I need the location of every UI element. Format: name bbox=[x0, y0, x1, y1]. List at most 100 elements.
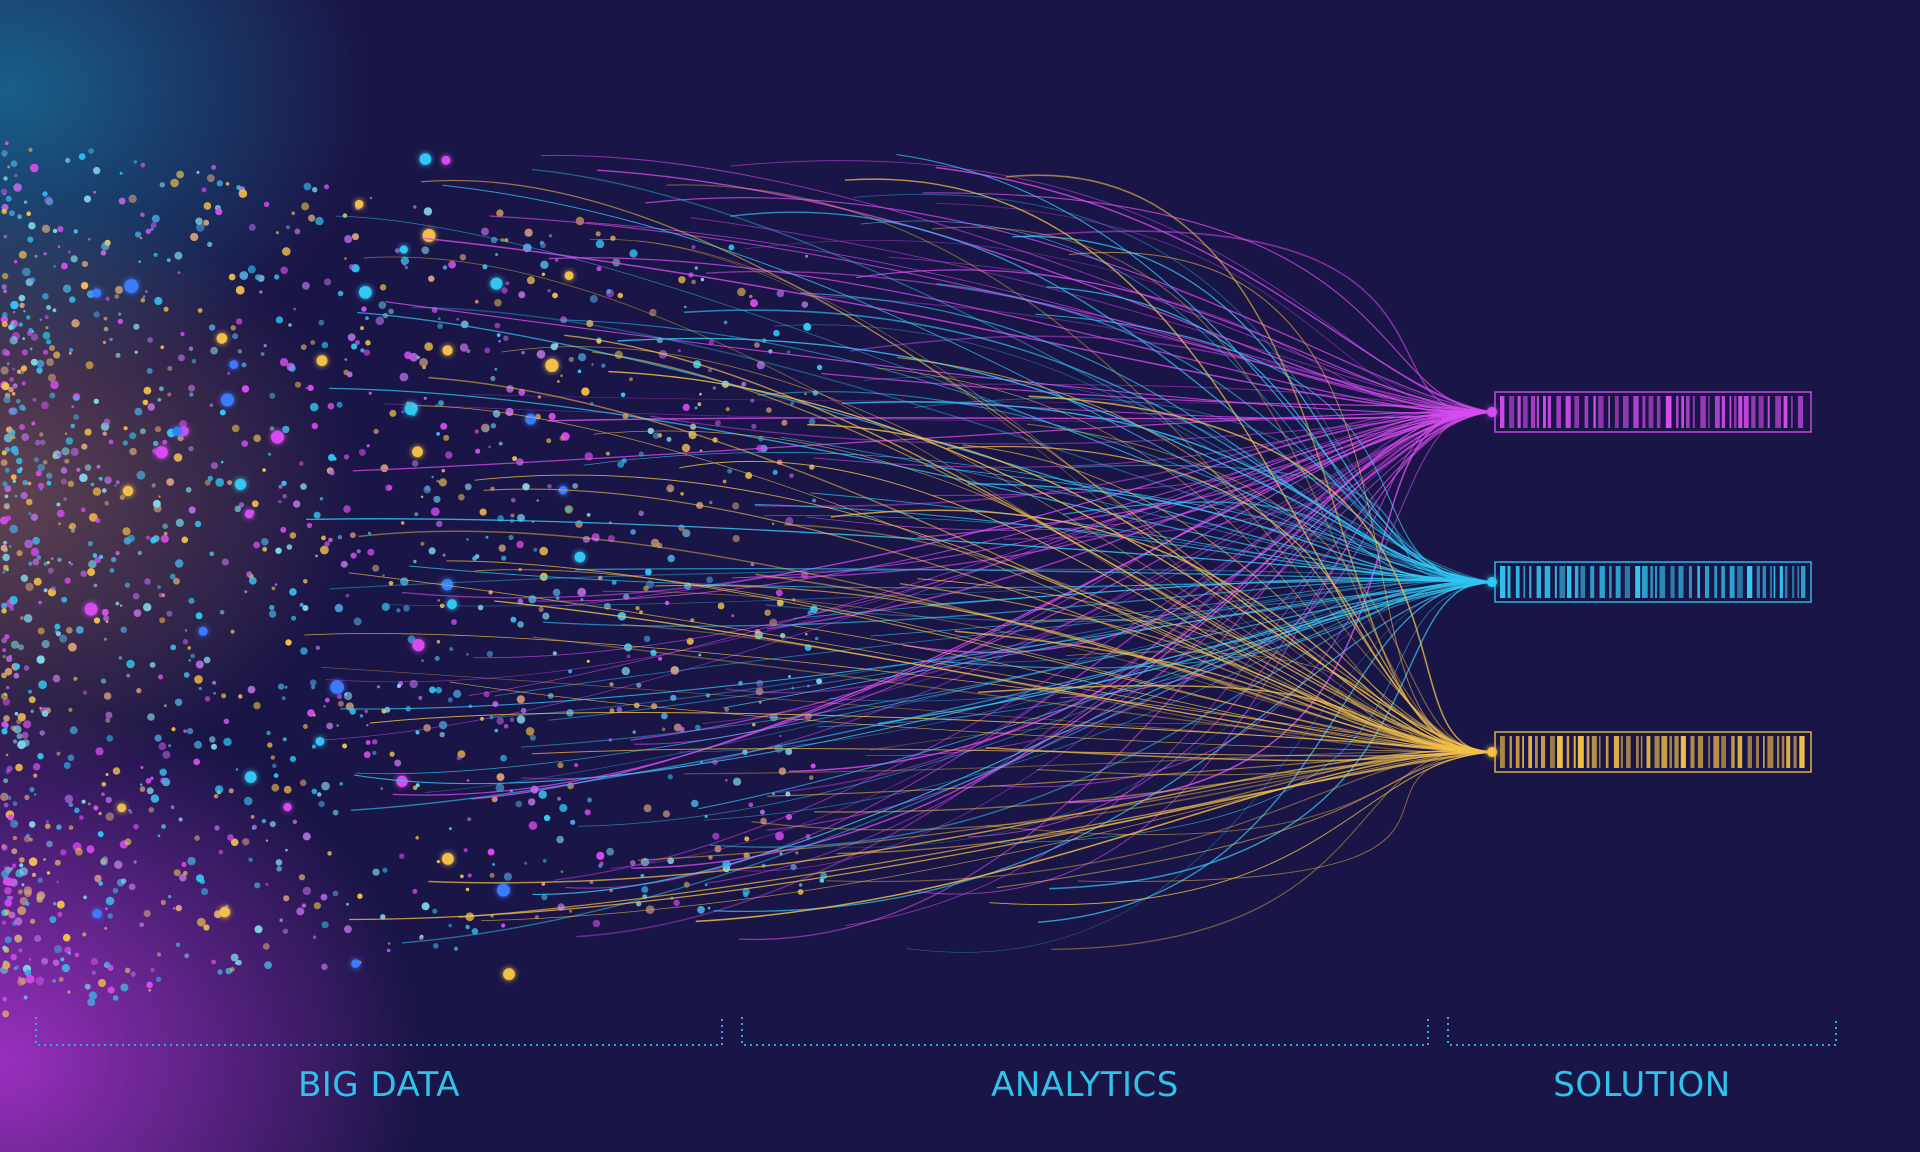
data-particle bbox=[259, 290, 263, 294]
data-particle bbox=[149, 662, 156, 668]
data-particle bbox=[59, 634, 67, 643]
data-particle bbox=[201, 888, 209, 896]
data-particle bbox=[501, 555, 507, 561]
data-particle bbox=[0, 544, 8, 552]
data-particle bbox=[300, 483, 307, 490]
data-particle bbox=[218, 849, 224, 855]
data-particle bbox=[101, 242, 110, 251]
analytics-thread bbox=[730, 160, 1493, 413]
data-particle bbox=[291, 615, 297, 621]
data-particle bbox=[22, 267, 31, 277]
data-particle bbox=[62, 933, 71, 942]
data-particle bbox=[179, 873, 187, 882]
data-particle bbox=[28, 689, 32, 694]
data-particle bbox=[343, 454, 350, 460]
data-particle bbox=[307, 709, 315, 717]
analytics-thread bbox=[521, 581, 1493, 748]
analytics-thread bbox=[968, 411, 1493, 838]
data-particle bbox=[197, 308, 203, 313]
data-particle bbox=[104, 476, 112, 485]
data-particle bbox=[591, 363, 594, 366]
data-particle bbox=[495, 253, 499, 256]
data-particle bbox=[667, 554, 675, 563]
data-particle bbox=[61, 262, 68, 270]
data-particle bbox=[262, 546, 268, 552]
data-particle bbox=[12, 863, 17, 868]
data-particle bbox=[244, 590, 248, 594]
glow-particle bbox=[490, 277, 503, 290]
data-particle bbox=[302, 605, 309, 611]
data-particle bbox=[439, 731, 445, 738]
data-particle bbox=[756, 679, 764, 687]
data-particle bbox=[29, 786, 35, 793]
data-particle bbox=[503, 724, 509, 729]
data-particle bbox=[387, 942, 391, 945]
data-particle bbox=[691, 279, 696, 285]
data-particle bbox=[712, 832, 720, 840]
data-particle bbox=[67, 480, 75, 487]
data-particle bbox=[203, 924, 210, 931]
analytics-thread bbox=[494, 581, 1493, 697]
data-particle bbox=[364, 709, 369, 714]
data-particle bbox=[88, 991, 98, 1000]
data-particle bbox=[568, 669, 573, 674]
data-particle bbox=[298, 874, 306, 881]
data-particle bbox=[140, 766, 144, 769]
data-particle bbox=[39, 432, 44, 437]
data-particle bbox=[19, 404, 26, 411]
data-particle bbox=[198, 686, 202, 691]
analytics-thread bbox=[1068, 410, 1493, 804]
data-particle bbox=[246, 571, 253, 578]
data-particle bbox=[145, 778, 152, 784]
data-particle bbox=[253, 701, 261, 710]
data-particle bbox=[61, 596, 68, 603]
data-particle bbox=[289, 588, 297, 596]
analytics-thread bbox=[356, 581, 1493, 775]
data-particle bbox=[221, 693, 227, 699]
data-particle bbox=[17, 644, 24, 651]
data-particle bbox=[36, 555, 42, 560]
data-particle bbox=[36, 655, 45, 664]
data-particle bbox=[152, 499, 161, 508]
data-particle bbox=[727, 468, 733, 474]
data-particle bbox=[3, 433, 13, 443]
data-particle bbox=[173, 869, 181, 877]
data-particle bbox=[816, 678, 823, 685]
data-particle bbox=[415, 783, 420, 788]
data-particle bbox=[543, 814, 551, 822]
analytics-thread bbox=[800, 292, 1493, 583]
data-particle bbox=[321, 535, 326, 541]
data-particle bbox=[577, 369, 582, 374]
data-particle bbox=[100, 678, 107, 684]
data-particle bbox=[275, 547, 282, 554]
analytics-thread bbox=[684, 750, 1493, 775]
glow-particle bbox=[172, 426, 182, 437]
data-particle bbox=[210, 462, 218, 470]
data-particle bbox=[25, 498, 33, 506]
data-particle bbox=[456, 317, 460, 321]
data-particle bbox=[25, 901, 30, 907]
data-particle bbox=[188, 384, 196, 392]
data-particle bbox=[3, 176, 8, 181]
data-particle bbox=[278, 484, 283, 489]
data-particle bbox=[180, 331, 185, 337]
data-particle bbox=[584, 452, 593, 461]
data-particle bbox=[24, 889, 32, 898]
data-particle bbox=[150, 222, 157, 229]
data-particle bbox=[147, 403, 155, 411]
data-particle bbox=[30, 277, 36, 283]
data-particle bbox=[521, 351, 525, 355]
glow-particle bbox=[283, 803, 292, 812]
glow-particle bbox=[441, 579, 453, 591]
data-particle bbox=[83, 895, 87, 900]
data-particle bbox=[592, 919, 601, 928]
data-particle bbox=[394, 759, 402, 767]
data-particle bbox=[12, 383, 18, 389]
data-particle bbox=[183, 672, 190, 678]
data-particle bbox=[266, 730, 271, 736]
data-particle bbox=[10, 300, 19, 310]
analytics-thread bbox=[899, 582, 1493, 753]
data-particle bbox=[29, 837, 33, 842]
data-particle bbox=[18, 294, 26, 302]
analytics-thread bbox=[473, 411, 1493, 659]
